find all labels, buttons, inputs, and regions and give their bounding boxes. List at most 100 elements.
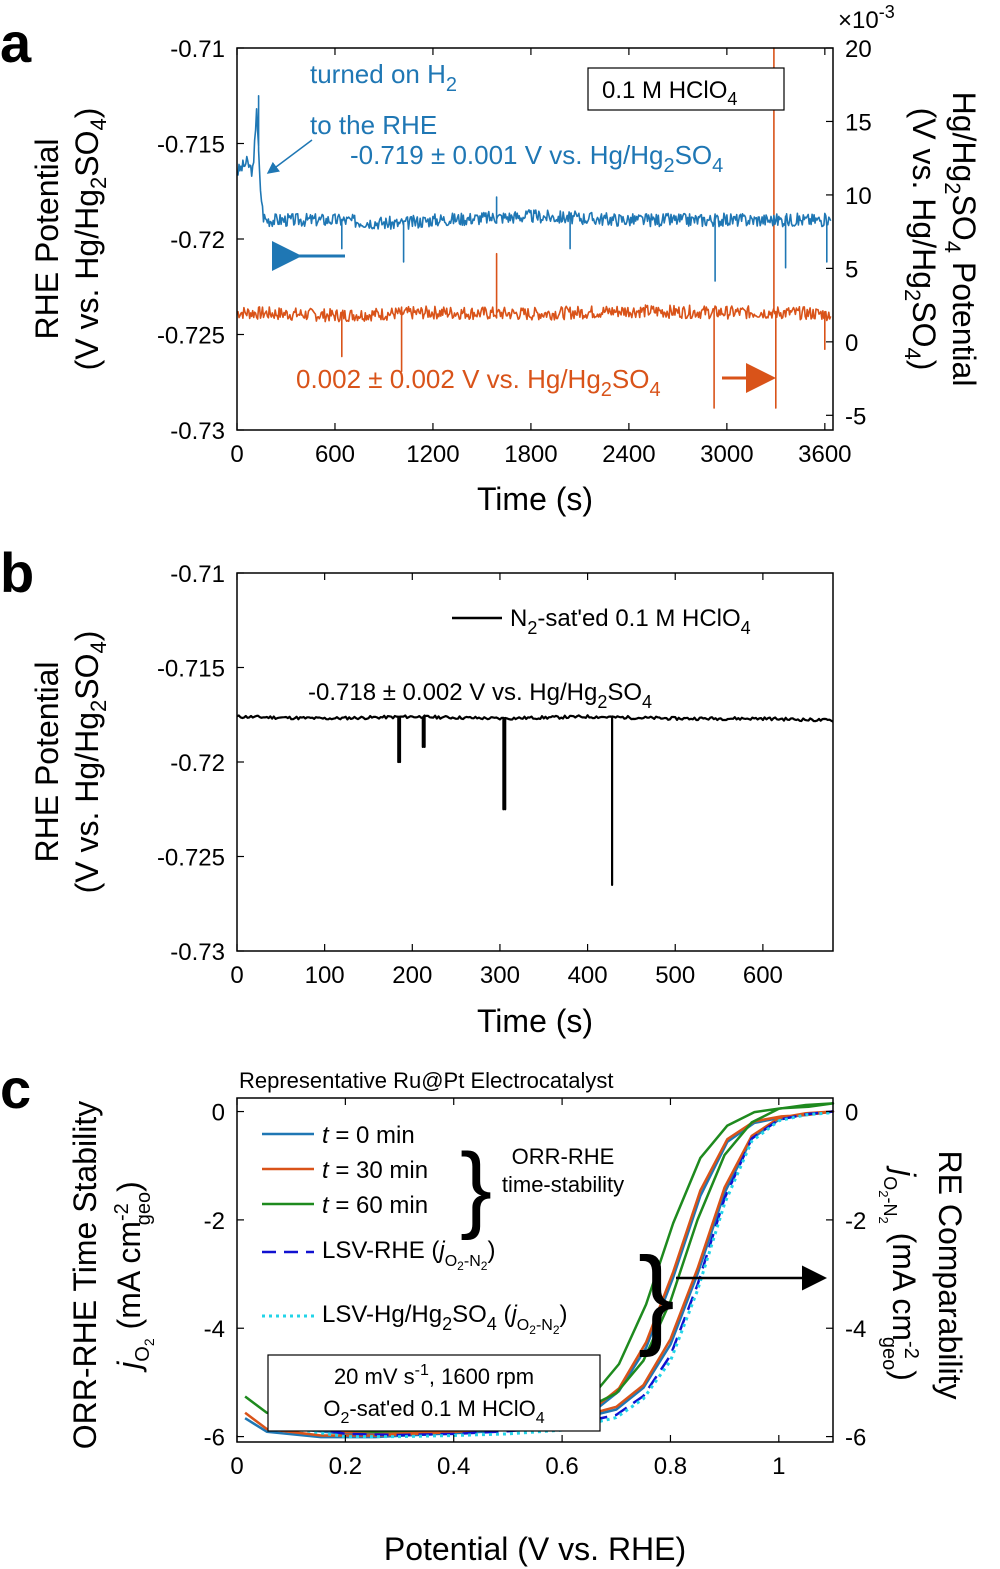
- panel-a-y-right-tick-label: 10: [845, 183, 872, 210]
- panel-c-y-right-tick-label: -2: [845, 1208, 866, 1235]
- legend-brace-label-2: time-stability: [502, 1172, 624, 1197]
- panel-a-y-ticks: -0.71 -0.715 -0.72 -0.725 -0.73: [157, 36, 244, 445]
- panel-c-conditions-line1: 20 mV s-1, 1600 rpm: [334, 1362, 534, 1389]
- legend-label-t60: t = 60 min: [322, 1192, 428, 1219]
- panel-b-x-tick-label: 200: [392, 962, 432, 989]
- panel-b-y-tick-label: -0.725: [157, 845, 225, 872]
- panel-a-y-tick-label: -0.73: [170, 418, 225, 445]
- panel-b-x-tick-label: 100: [305, 962, 345, 989]
- panel-a-electrolyte-label: 0.1 M HClO4: [602, 77, 737, 109]
- panel-c-y-tick-label: -6: [204, 1425, 225, 1452]
- panel-c-y-right-label: RE Comparability jO2-N2 (mA cm-2geo): [876, 1151, 968, 1400]
- panel-a-y-tick-label: -0.715: [157, 132, 225, 159]
- panel-c-y-right-tick-label: -6: [845, 1425, 866, 1452]
- panel-c-x-tick-label: 0: [230, 1453, 243, 1480]
- panel-a-h2-annotation: turned on H2: [310, 59, 457, 96]
- legend-label-lsv-rhe: LSV-RHE (jO2-N2): [322, 1237, 495, 1273]
- svg-text:jO2 (mA cm-2geo): jO2 (mA cm-2geo): [111, 1181, 157, 1373]
- panel-a-right-multiplier: ×10-3: [838, 2, 895, 34]
- panel-b-y-ticks: -0.71 -0.715 -0.72 -0.725 -0.73: [157, 561, 244, 966]
- panel-b-x-tick-label: 400: [568, 962, 608, 989]
- panel-a-y-right-tick-label: 15: [845, 109, 872, 136]
- panel-a-plot: [236, 47, 832, 409]
- panel-a-blue-value-annotation: -0.719 ± 0.001 V vs. Hg/Hg2SO4: [350, 140, 723, 177]
- panel-b-x-ticks: 0 100 200 300 400 500 600: [230, 573, 783, 989]
- panel-a-x-tick-label: 1200: [406, 441, 459, 468]
- panel-b-letter: b: [0, 541, 34, 604]
- panel-a: a 0 600 1200 1800 2400 3000 3600 -0.71-0.715-0…: [0, 2, 982, 517]
- legend-brace-time-stability: }: [460, 1134, 492, 1241]
- panel-a-y-label: RHE Potential (V vs. Hg/Hg2SO4): [29, 108, 111, 371]
- panel-c-y-tick-label: 0: [212, 1100, 225, 1127]
- panel-a-y-right-ticks: 20 15 10 5 0 -5: [826, 36, 872, 430]
- panel-c-x-tick-label: 0.6: [545, 1453, 578, 1480]
- svg-text:(V vs. Hg/Hg2SO4): (V vs. Hg/Hg2SO4): [69, 631, 111, 894]
- svg-text:RE Comparability: RE Comparability: [932, 1151, 968, 1400]
- panel-c-y-tick-label: -4: [204, 1316, 225, 1343]
- panel-c-x-tick-label: 0.4: [437, 1453, 470, 1480]
- svg-text:ORR-RHE Time Stability: ORR-RHE Time Stability: [67, 1101, 103, 1450]
- panel-a-x-tick-label: 600: [315, 441, 355, 468]
- panel-c-y-right-ticks: 0 -2 -4 -6: [826, 1100, 866, 1452]
- panel-a-x-label: Time (s): [477, 481, 593, 517]
- panel-c-x-tick-label: 0.2: [329, 1453, 362, 1480]
- legend-brace-label-1: ORR-RHE: [512, 1144, 615, 1169]
- panel-c-y-ticks: 0 -2 -4 -6: [204, 1100, 244, 1452]
- panel-c-series-4: [268, 1111, 834, 1439]
- panel-b-y-label: RHE Potential (V vs. Hg/Hg2SO4): [29, 631, 111, 894]
- panel-c-legend: t = 0 min t = 30 min t = 60 min LSV-RHE …: [262, 1122, 827, 1358]
- panel-b: b 0 100 200 300 400 500 600 -0.71-0.715-0.72-0…: [0, 541, 834, 1039]
- panel-b-y-tick-label: -0.73: [170, 939, 225, 966]
- panel-a-letter: a: [0, 11, 32, 74]
- panel-c-series-3: [268, 1110, 834, 1437]
- panel-c-x-label: Potential (V vs. RHE): [384, 1531, 686, 1567]
- panel-c-y-tick-label: -2: [204, 1208, 225, 1235]
- panel-c: c Representative Ru@Pt Electrocatalyst 0…: [0, 1057, 968, 1567]
- panel-a-y-tick-label: -0.72: [170, 227, 225, 254]
- panel-a-y-right-tick-label: 5: [845, 256, 858, 283]
- panel-a-x-ticks: 0 600 1200 1800 2400 3000 3600: [230, 48, 852, 468]
- panel-c-y-label: ORR-RHE Time Stability jO2 (mA cm-2geo): [67, 1101, 157, 1450]
- panel-a-x-tick-label: 2400: [602, 441, 655, 468]
- legend-label-t0: t = 0 min: [322, 1122, 415, 1149]
- panel-a-x-tick-label: 3600: [798, 441, 851, 468]
- panel-a-orange-value-annotation: 0.002 ± 0.002 V vs. Hg/Hg2SO4: [296, 364, 661, 401]
- panel-c-y-right-tick-label: -4: [845, 1316, 866, 1343]
- panel-b-y-tick-label: -0.72: [170, 750, 225, 777]
- legend-label-lsv-hg: LSV-Hg/Hg2SO4 (jO2-N2): [322, 1301, 568, 1337]
- svg-text:(V vs. Hg/Hg2SO4): (V vs. Hg/Hg2SO4): [900, 108, 942, 371]
- panel-a-electrolyte-box: [587, 67, 785, 111]
- panel-b-y-tick-label: -0.71: [170, 561, 225, 588]
- panel-a-y-right-tick-label: 0: [845, 330, 858, 357]
- panel-a-h2-annotation-line2: to the RHE: [310, 110, 437, 140]
- panel-b-x-tick-label: 500: [655, 962, 695, 989]
- panel-b-value-annotation: -0.718 ± 0.002 V vs. Hg/Hg2SO4: [308, 679, 652, 712]
- panel-c-x-tick-label: 0.8: [654, 1453, 687, 1480]
- panel-a-y-tick-label: -0.725: [157, 323, 225, 350]
- panel-a-x-tick-label: 3000: [700, 441, 753, 468]
- panel-b-x-label: Time (s): [477, 1003, 593, 1039]
- panel-c-x-ticks: 0 0.2 0.4 0.6 0.8 1: [230, 1098, 785, 1480]
- svg-text:Hg/Hg2SO4 Potential: Hg/Hg2SO4 Potential: [940, 92, 982, 387]
- panel-c-conditions-box: [267, 1354, 601, 1432]
- panel-c-title: Representative Ru@Pt Electrocatalyst: [239, 1068, 614, 1093]
- panel-a-h2-pointer: [266, 139, 313, 174]
- panel-a-y-right-label: Hg/Hg2SO4 Potential (V vs. Hg/Hg2SO4): [900, 92, 982, 387]
- panel-a-x-tick-label: 1800: [504, 441, 557, 468]
- svg-text:jO2-N2 (mA cm-2geo): jO2-N2 (mA cm-2geo): [876, 1165, 922, 1381]
- svg-text:RHE Potential: RHE Potential: [29, 139, 65, 340]
- panel-b-y-tick-label: -0.715: [157, 656, 225, 683]
- panel-c-conditions-line2: O2-sat'ed 0.1 M HClO4: [323, 1396, 544, 1427]
- panel-b-legend-label: N2-sat'ed 0.1 M HClO4: [510, 605, 751, 638]
- svg-text:(V vs. Hg/Hg2SO4): (V vs. Hg/Hg2SO4): [69, 108, 111, 371]
- svg-text:RHE Potential: RHE Potential: [29, 662, 65, 863]
- panel-c-frame: [236, 1097, 834, 1443]
- panel-c-x-tick-label: 1: [772, 1453, 785, 1480]
- panel-c-letter: c: [0, 1057, 31, 1120]
- legend-label-t30: t = 30 min: [322, 1157, 428, 1184]
- panel-a-y-right-tick-label: -5: [845, 403, 866, 430]
- panel-c-y-right-tick-label: 0: [845, 1100, 858, 1127]
- panel-b-x-tick-label: 0: [230, 962, 243, 989]
- panel-a-y-tick-label: -0.71: [170, 36, 225, 63]
